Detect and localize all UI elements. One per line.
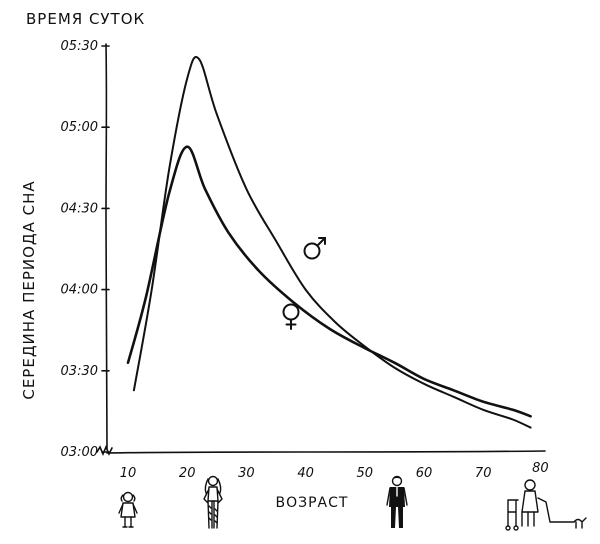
axis-break: [96, 444, 113, 457]
y-axis-line: [105, 43, 108, 450]
x-axis-line: [106, 450, 546, 454]
x-axis-label: ВОЗРАСТ: [276, 495, 349, 511]
series-line-female: [126, 145, 532, 418]
chart-title: ВРЕМЯ СУТОК: [26, 10, 145, 28]
man-in-suit-figure: [386, 475, 408, 528]
y-tick-label: 04:30: [61, 201, 98, 216]
x-ticks: 10 20 30 40 50 60 70 80: [120, 461, 549, 481]
y-tick-label: 04:00: [61, 283, 98, 298]
y-tick-label: 03:30: [61, 364, 98, 379]
x-tick-label: 10: [120, 466, 137, 481]
x-tick-label: 40: [297, 466, 314, 481]
series-line-male: [132, 55, 532, 429]
x-tick-label: 50: [357, 466, 374, 481]
elderly-woman-figure: [505, 479, 587, 531]
y-tick-label: 05:30: [61, 39, 98, 54]
child-figure: [118, 491, 138, 528]
y-ticks: 03:00 03:30 04:00 04:30 05:00 05:30: [61, 39, 110, 460]
x-tick-label: 30: [238, 466, 255, 481]
x-tick-label: 80: [532, 461, 549, 476]
series-layer: [126, 55, 532, 429]
y-tick-label: 05:00: [61, 120, 98, 135]
y-axis-label: СЕРЕДИНА ПЕРИОДА СНА: [20, 180, 38, 399]
female-symbol: [282, 303, 300, 330]
x-tick-label: 60: [416, 466, 433, 481]
young-woman-figure: [203, 475, 223, 529]
x-tick-label: 20: [179, 466, 196, 481]
y-tick-label: 03:00: [61, 445, 98, 460]
x-tick-label: 70: [475, 466, 492, 481]
male-symbol: [303, 237, 326, 260]
